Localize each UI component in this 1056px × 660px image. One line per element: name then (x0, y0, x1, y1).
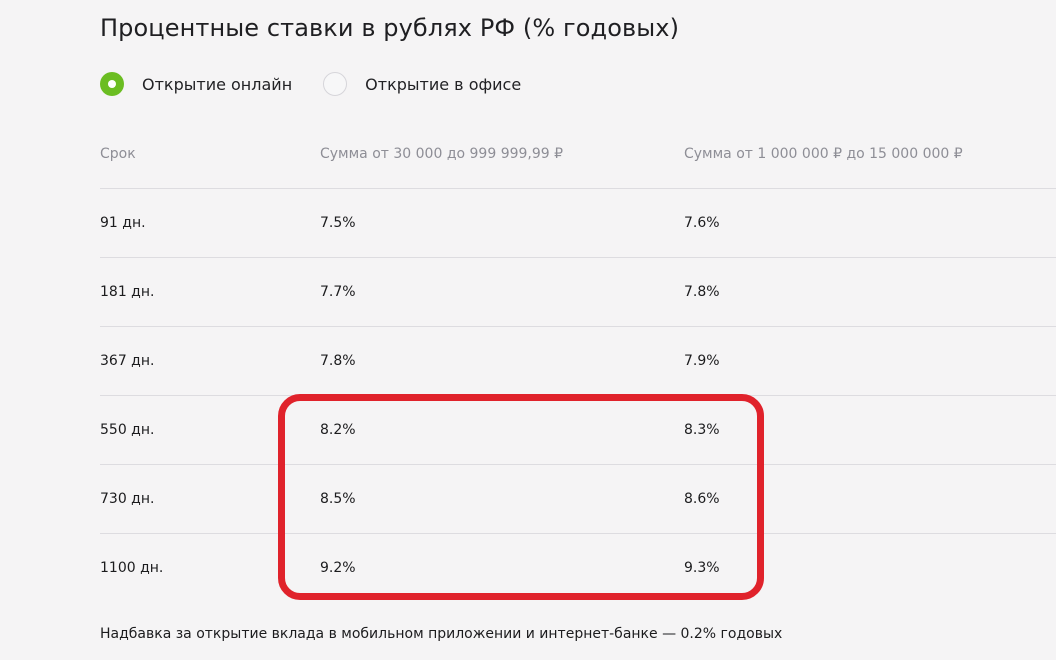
rate-cell: 7.8% (320, 353, 356, 369)
term-cell: 1100 дн. (100, 560, 164, 576)
rate-cell: 7.7% (320, 284, 356, 300)
term-cell: 91 дн. (100, 215, 146, 231)
rate-cell: 7.9% (684, 353, 720, 369)
rate-cell: 8.5% (320, 491, 356, 507)
column-header-amount-low: Сумма от 30 000 до 999 999,99 ₽ (320, 146, 564, 162)
rate-cell: 7.5% (320, 215, 356, 231)
table-row: 367 дн. 7.8% 7.9% (100, 327, 1056, 396)
term-cell: 367 дн. (100, 353, 155, 369)
radio-label-open-in-office: Открытие в офисе (365, 74, 522, 94)
column-header-term: Срок (100, 146, 136, 162)
term-cell: 730 дн. (100, 491, 155, 507)
term-cell: 550 дн. (100, 422, 155, 438)
radio-open-online[interactable]: Открытие онлайн (100, 72, 292, 96)
footnote: Надбавка за открытие вклада в мобильном … (100, 626, 783, 642)
opening-type-radio-group: Открытие онлайн Открытие в офисе (100, 71, 521, 97)
rates-table: Срок Сумма от 30 000 до 999 999,99 ₽ Сум… (100, 120, 1056, 602)
rate-cell: 9.2% (320, 560, 356, 576)
rate-cell: 7.8% (684, 284, 720, 300)
term-cell: 181 дн. (100, 284, 155, 300)
radio-unchecked-icon[interactable] (323, 72, 348, 96)
rate-cell: 8.3% (684, 422, 720, 438)
rate-cell: 7.6% (684, 215, 720, 231)
table-row: 550 дн. 8.2% 8.3% (100, 396, 1056, 465)
column-header-amount-high: Сумма от 1 000 000 ₽ до 15 000 000 ₽ (684, 146, 963, 162)
table-header-row: Срок Сумма от 30 000 до 999 999,99 ₽ Сум… (100, 120, 1056, 189)
radio-open-in-office[interactable]: Открытие в офисе (323, 72, 521, 96)
table-row: 181 дн. 7.7% 7.8% (100, 258, 1056, 327)
rate-cell: 9.3% (684, 560, 720, 576)
page-title: Процентные ставки в рублях РФ (% годовых… (100, 14, 680, 42)
rate-cell: 8.2% (320, 422, 356, 438)
radio-checked-icon[interactable] (100, 72, 124, 96)
table-row: 730 дн. 8.5% 8.6% (100, 465, 1056, 534)
rate-cell: 8.6% (684, 491, 720, 507)
radio-label-open-online: Открытие онлайн (142, 74, 293, 94)
table-row: 1100 дн. 9.2% 9.3% (100, 534, 1056, 602)
table-row: 91 дн. 7.5% 7.6% (100, 189, 1056, 258)
